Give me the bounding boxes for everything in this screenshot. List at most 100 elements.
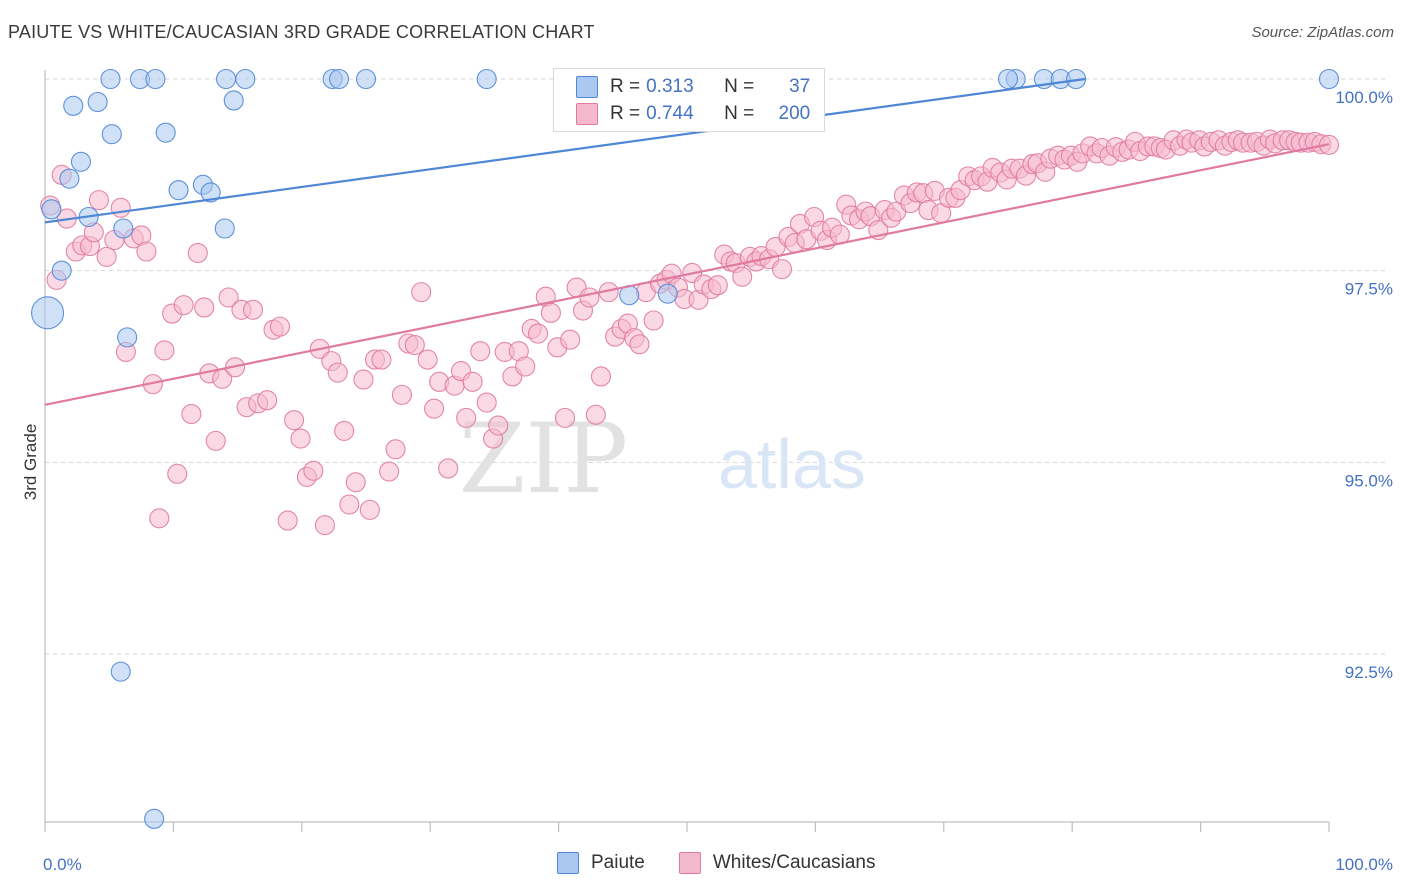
- point-paiute: [214, 218, 235, 239]
- point-paiute: [110, 661, 131, 682]
- trend-line-whites: [44, 143, 1330, 406]
- watermark-atlas: atlas: [718, 425, 866, 503]
- legend-row-whites: R = 0.744 N = 200: [554, 100, 810, 128]
- x-tick-label: 0.0%: [43, 855, 82, 874]
- point-whites-caucasians: [554, 407, 576, 428]
- point-paiute: [657, 283, 678, 304]
- point-whites-caucasians: [290, 428, 311, 449]
- point-whites-caucasians: [411, 282, 432, 303]
- point-whites-caucasians: [327, 362, 348, 383]
- point-paiute: [355, 68, 377, 90]
- legend-r-label: R =: [610, 103, 641, 124]
- legend-item-paiute[interactable]: Paiute: [557, 852, 645, 874]
- legend-r-label: R =: [610, 76, 641, 97]
- point-whites-caucasians: [218, 287, 239, 308]
- y-axis-title: 3rd Grade: [21, 424, 40, 501]
- point-paiute: [168, 180, 189, 201]
- point-whites-caucasians: [528, 323, 549, 344]
- point-whites-caucasians: [96, 246, 117, 267]
- trend-lines: [44, 77, 1330, 406]
- point-whites-caucasians: [110, 197, 131, 218]
- point-whites-caucasians: [470, 341, 491, 362]
- grid-lines: [45, 78, 1389, 655]
- point-whites-caucasians: [334, 420, 355, 441]
- point-paiute: [1318, 68, 1340, 90]
- point-whites-caucasians: [732, 266, 753, 287]
- legend-swatch-whites: [576, 103, 598, 125]
- point-paiute: [63, 95, 84, 116]
- point-paiute: [235, 68, 256, 90]
- point-whites-caucasians: [540, 302, 561, 323]
- point-whites-caucasians: [345, 472, 366, 493]
- point-whites-caucasians: [385, 439, 406, 460]
- legend-n-value: 200: [778, 103, 811, 124]
- legend-r-value: 0.744: [646, 103, 694, 124]
- legend-swatch-paiute: [576, 76, 598, 98]
- trend-line-paiute: [44, 77, 1086, 224]
- point-paiute: [31, 296, 65, 330]
- y-tick-label: 95.0%: [1345, 471, 1393, 490]
- point-whites-caucasians: [424, 398, 445, 419]
- point-whites-caucasians: [187, 242, 208, 264]
- point-paiute: [200, 182, 221, 203]
- point-whites-caucasians: [257, 390, 278, 411]
- point-whites-caucasians: [88, 190, 109, 211]
- point-whites-caucasians: [462, 371, 483, 392]
- legend-r-value: 0.313: [646, 76, 694, 97]
- point-whites-caucasians: [417, 349, 438, 370]
- point-whites-caucasians: [391, 384, 413, 405]
- y-tick-label: 100.0%: [1335, 88, 1393, 107]
- point-whites-caucasians: [579, 287, 600, 308]
- point-paiute: [215, 68, 237, 90]
- point-paiute: [476, 68, 497, 90]
- legend-n-value: 37: [789, 76, 811, 97]
- point-whites-caucasians: [205, 430, 226, 451]
- watermark: ZIP atlas: [459, 403, 866, 515]
- bottom-legend: Paiute Whites/Caucasians: [557, 852, 910, 874]
- point-whites-caucasians: [438, 458, 459, 479]
- x-tick-label: 100.0%: [1335, 855, 1393, 874]
- point-whites-caucasians: [379, 461, 400, 482]
- point-whites-caucasians: [476, 392, 497, 413]
- point-whites-caucasians: [173, 295, 194, 316]
- axes: [44, 70, 1330, 832]
- y-tick-label: 97.5%: [1345, 280, 1393, 299]
- point-whites-caucasians: [590, 366, 612, 387]
- point-paiute: [113, 218, 134, 239]
- legend-label-paiute: Paiute: [591, 852, 645, 873]
- point-whites-caucasians: [456, 407, 477, 428]
- point-paiute: [100, 68, 121, 90]
- point-whites-caucasians: [404, 334, 425, 356]
- legend-label-whites: Whites/Caucasians: [712, 852, 876, 873]
- point-paiute: [1066, 68, 1087, 90]
- point-whites-caucasians: [339, 494, 360, 515]
- point-paiute: [145, 68, 166, 90]
- point-whites-caucasians: [585, 404, 606, 425]
- legend-box: R = 0.313 N = 37 R = 0.744 N = 200: [553, 68, 825, 132]
- point-whites-caucasians: [149, 508, 170, 529]
- point-whites-caucasians: [181, 403, 202, 425]
- point-paiute: [997, 68, 1019, 90]
- point-paiute: [51, 260, 72, 281]
- point-whites-caucasians: [371, 349, 392, 370]
- y-tick-labels: 92.5% 95.0% 97.5% 100.0%: [1335, 88, 1393, 682]
- point-whites-caucasians: [643, 310, 664, 331]
- point-paiute: [155, 122, 176, 143]
- x-tick-labels: 0.0% 100.0%: [43, 855, 1393, 874]
- point-whites-caucasians: [771, 259, 793, 280]
- point-whites-caucasians: [515, 356, 536, 377]
- point-whites-caucasians: [353, 369, 374, 390]
- legend-item-whites[interactable]: Whites/Caucasians: [678, 852, 876, 874]
- point-whites-caucasians: [303, 460, 324, 481]
- point-whites-caucasians: [488, 415, 509, 436]
- point-whites-caucasians: [629, 334, 650, 355]
- series-whites-caucasians: [40, 129, 1340, 536]
- point-whites-caucasians: [359, 499, 380, 520]
- point-whites-caucasians: [707, 275, 728, 296]
- point-paiute: [70, 151, 92, 172]
- point-whites-caucasians: [154, 340, 175, 361]
- chart-title: PAIUTE VS WHITE/CAUCASIAN 3RD GRADE CORR…: [8, 22, 595, 42]
- point-paiute: [328, 68, 350, 90]
- point-paiute: [117, 327, 138, 348]
